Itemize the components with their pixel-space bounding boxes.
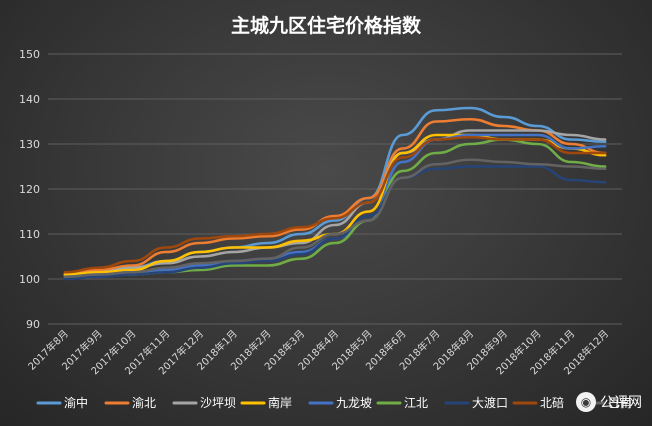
series-line-南岸 [63, 133, 607, 276]
legend-label: 大渡口 [472, 395, 508, 410]
x-axis-ticks: 2017年8月2017年9月2017年10月2017年11月2017年12月20… [25, 327, 611, 377]
series-line-大渡口 [63, 165, 607, 281]
legend: 渝中 渝北 沙坪坝 南岸 九龙坡 江北 大渡口 北碚 巴南 [36, 395, 632, 410]
y-tick-label: 90 [26, 318, 40, 331]
series-line-沙坪坝 [63, 129, 607, 276]
series-line-渝北 [63, 117, 607, 276]
series-line-北碚 [63, 135, 607, 274]
series-line-渝中 [63, 106, 607, 276]
watermark-text: 公评网 [600, 395, 642, 411]
legend-label: 沙坪坝 [200, 396, 236, 410]
chat-bubble-icon: ◉ [576, 392, 596, 412]
y-tick-label: 110 [19, 228, 40, 241]
y-tick-label: 130 [19, 138, 40, 151]
y-tick-label: 150 [19, 48, 40, 61]
legend-label: 巴南 [608, 395, 632, 410]
gridlines [48, 53, 622, 325]
y-tick-label: 120 [19, 183, 40, 196]
legend-label: 北碚 [540, 395, 564, 410]
chart-title: 主城九区住宅价格指数 [231, 14, 422, 37]
legend-label: 渝北 [132, 395, 156, 410]
series-line-巴南 [63, 158, 607, 279]
y-axis-ticks: 90 100 110 120 130 140 150 [19, 48, 40, 331]
legend-label: 渝中 [64, 395, 88, 410]
watermark: ◉ 公评网 [576, 392, 642, 412]
legend-label: 南岸 [268, 395, 292, 410]
y-tick-label: 140 [19, 93, 40, 106]
legend-label: 江北 [404, 396, 428, 410]
legend-label: 九龙坡 [336, 396, 372, 410]
series-lines [63, 106, 607, 281]
y-tick-label: 100 [19, 273, 40, 286]
